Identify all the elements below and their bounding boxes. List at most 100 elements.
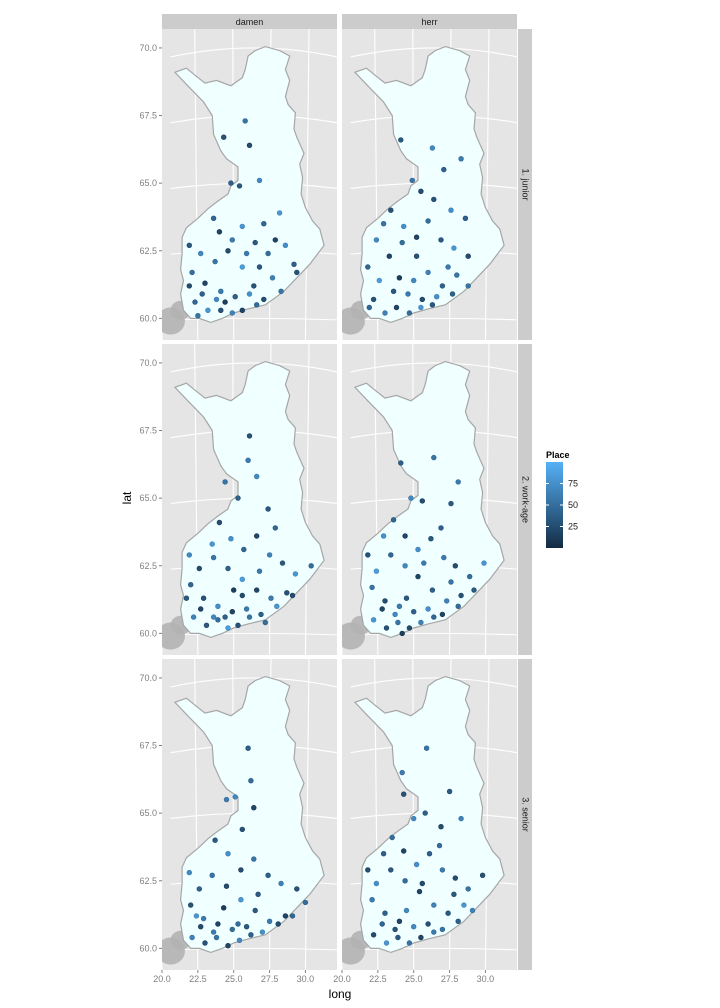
data-point: [202, 940, 208, 946]
grid-line-lon: [162, 623, 163, 655]
grid-line-lat: [170, 317, 337, 321]
data-point: [386, 253, 392, 259]
facet-panel: [162, 344, 337, 655]
data-point: [231, 587, 237, 593]
data-point: [402, 878, 408, 884]
x-tick-label: 30.0: [477, 974, 495, 984]
data-point: [278, 880, 284, 887]
data-point: [238, 896, 244, 903]
data-point: [452, 875, 458, 881]
data-point: [239, 307, 246, 313]
data-point: [445, 264, 451, 270]
data-point: [243, 606, 250, 612]
data-point: [411, 277, 417, 284]
data-point: [419, 296, 425, 303]
row-strip-label: 3. senior: [521, 797, 531, 832]
grid-line-lon: [304, 29, 310, 340]
data-point: [223, 796, 230, 803]
data-point: [465, 886, 471, 892]
data-point: [458, 815, 464, 822]
data-point: [448, 207, 454, 213]
legend-label: 25: [568, 522, 578, 532]
grid-line-lat: [350, 677, 517, 688]
axes: 60.0 62.5 65.0 67.5 70.0 60.0 62.5 65.0 67.5 70.0…: [139, 43, 494, 984]
data-point: [403, 595, 410, 601]
data-point: [428, 535, 434, 542]
data-point: [216, 229, 223, 235]
data-point: [399, 239, 405, 246]
row-strip: [518, 344, 532, 655]
grid-line-lon: [304, 344, 310, 655]
data-point: [289, 913, 296, 919]
data-point: [251, 856, 257, 862]
data-point: [471, 587, 477, 593]
data-point: [436, 842, 443, 849]
data-point: [209, 872, 215, 878]
data-point: [439, 867, 446, 873]
data-point: [245, 745, 251, 751]
data-point: [411, 923, 417, 930]
data-point: [452, 563, 458, 569]
data-point: [395, 934, 401, 941]
data-point: [278, 288, 284, 294]
x-tick-label: 27.5: [261, 974, 279, 984]
data-point: [402, 563, 408, 569]
data-point: [205, 307, 211, 313]
data-point: [254, 533, 260, 539]
data-point: [222, 479, 228, 485]
data-point: [294, 886, 300, 892]
data-point: [465, 253, 471, 259]
data-point: [413, 234, 420, 240]
data-point: [415, 573, 421, 580]
data-point: [265, 506, 271, 512]
y-tick-label: 60.0: [139, 943, 157, 953]
data-point: [256, 264, 263, 270]
data-point: [225, 625, 231, 631]
data-point: [236, 183, 243, 189]
data-point: [202, 280, 208, 286]
data-point: [302, 899, 309, 906]
y-tick-label: 70.0: [139, 43, 157, 53]
data-point: [481, 560, 487, 566]
data-point: [467, 573, 473, 580]
data-point: [448, 500, 454, 507]
data-point: [396, 603, 403, 609]
data-point: [243, 250, 250, 257]
grid-line-lat: [350, 317, 517, 321]
data-point: [449, 291, 456, 297]
data-point: [282, 913, 289, 919]
y-tick-label: 65.0: [139, 808, 157, 818]
data-point: [429, 302, 436, 308]
data-point: [188, 902, 194, 908]
data-point: [189, 934, 195, 941]
data-point: [238, 867, 244, 873]
data-point: [266, 918, 273, 924]
legend-label: 75: [568, 479, 578, 489]
data-point: [200, 595, 207, 601]
data-point: [444, 598, 450, 604]
y-axis-title: lat: [120, 491, 134, 504]
grid-line-lon: [162, 308, 163, 340]
data-point: [439, 283, 446, 289]
data-point: [425, 269, 431, 276]
y-tick-label: 60.0: [139, 313, 157, 323]
data-point: [415, 546, 421, 553]
data-point: [369, 896, 375, 903]
data-point: [235, 495, 241, 501]
data-point: [213, 296, 220, 303]
data-point: [419, 880, 425, 887]
data-point: [370, 296, 377, 303]
grid-line-lon: [484, 659, 490, 970]
data-point: [390, 288, 397, 294]
legend-title: Place: [546, 450, 570, 460]
data-point: [425, 606, 431, 612]
data-point: [199, 291, 205, 297]
y-tick-label: 67.5: [139, 426, 157, 436]
data-point: [438, 525, 444, 531]
data-point: [365, 264, 371, 270]
data-point: [254, 302, 260, 308]
data-point: [215, 603, 221, 609]
country-outline: [353, 45, 505, 324]
data-point: [370, 617, 377, 623]
grid-line-lon: [342, 623, 343, 655]
